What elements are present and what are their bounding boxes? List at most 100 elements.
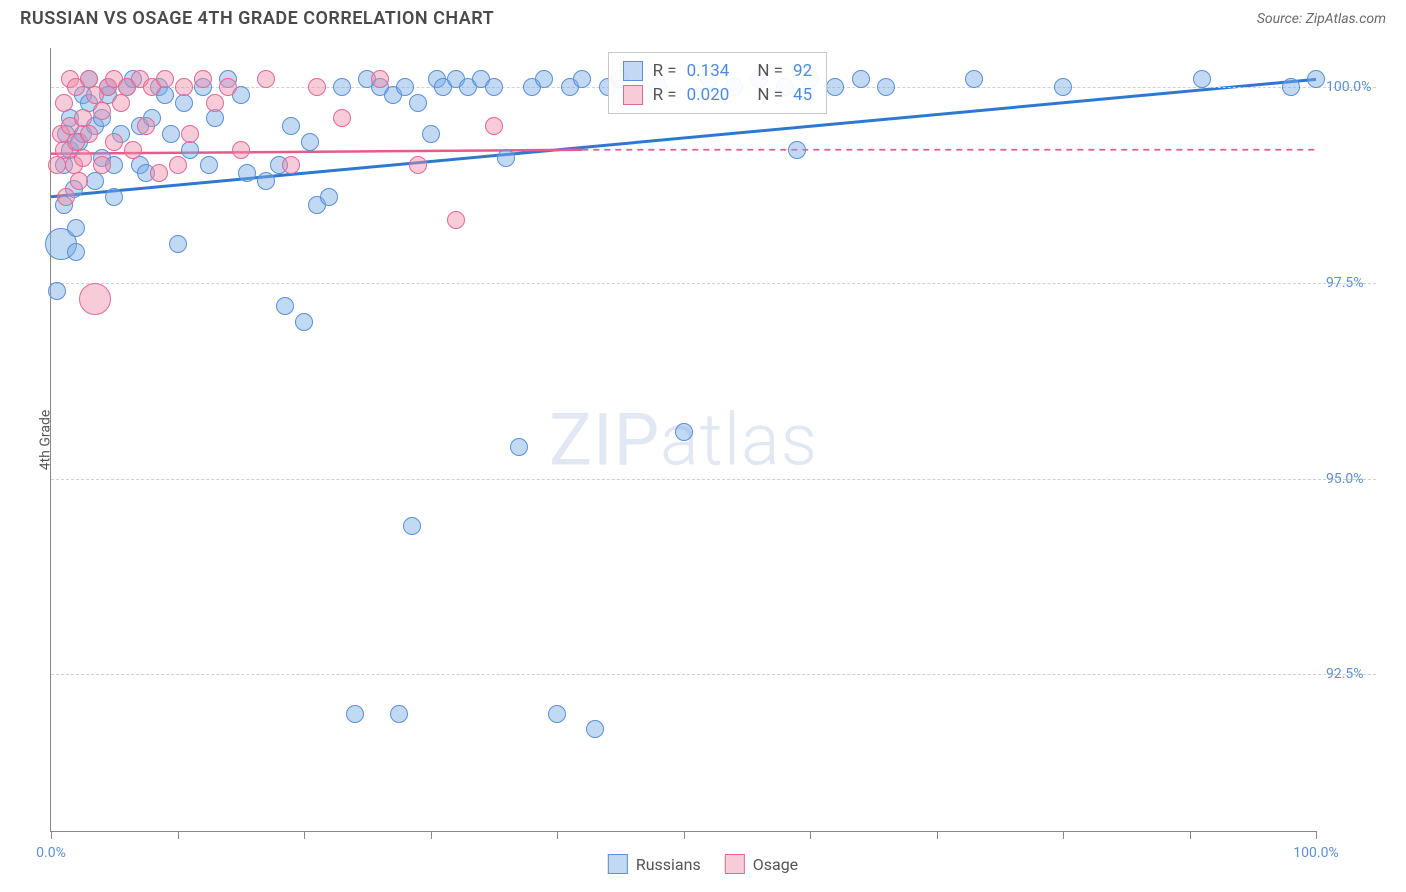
data-point (80, 125, 98, 143)
x-tick-label: 0.0% (36, 845, 66, 861)
data-point (181, 125, 199, 143)
data-point (396, 78, 414, 96)
stats-row-osage: R = 0.020 N = 45 (623, 83, 813, 107)
data-point (1282, 78, 1300, 96)
data-point (282, 156, 300, 174)
data-point (320, 188, 338, 206)
y-tick-label: 100.0% (1326, 79, 1386, 95)
data-point (150, 164, 168, 182)
chart-container: 4th Grade ZIPatlas 92.5%95.0%97.5%100.0%… (50, 48, 1316, 832)
data-point (86, 172, 104, 190)
data-point (48, 156, 66, 174)
data-point (586, 720, 604, 738)
n-label: N = (757, 85, 783, 105)
y-tick-label: 95.0% (1326, 471, 1386, 487)
data-point (346, 705, 364, 723)
data-point (403, 517, 421, 535)
chart-title: RUSSIAN VS OSAGE 4TH GRADE CORRELATION C… (20, 8, 494, 29)
n-value-russians: 92 (793, 61, 812, 81)
data-point (257, 172, 275, 190)
data-point (93, 156, 111, 174)
data-point (409, 94, 427, 112)
data-point (55, 94, 73, 112)
data-point (301, 133, 319, 151)
data-point (282, 117, 300, 135)
data-point (219, 78, 237, 96)
data-point (206, 109, 224, 127)
plot-area: ZIPatlas 92.5%95.0%97.5%100.0%0.0%100.0% (51, 48, 1316, 831)
data-point (675, 423, 693, 441)
data-point (238, 164, 256, 182)
data-point (74, 149, 92, 167)
data-point (105, 133, 123, 151)
legend-item-russians: Russians (608, 854, 701, 874)
data-point (788, 141, 806, 159)
data-point (497, 149, 515, 167)
stats-box: R = 0.134 N = 92 R = 0.020 N = 45 (608, 52, 828, 114)
data-point (422, 125, 440, 143)
data-point (573, 70, 591, 88)
data-point (852, 70, 870, 88)
data-point (308, 78, 326, 96)
x-tick (178, 831, 179, 839)
data-point (206, 94, 224, 112)
grid-line (51, 674, 1376, 675)
x-tick (557, 831, 558, 839)
grid-line (51, 283, 1376, 284)
data-point (162, 125, 180, 143)
data-point (548, 705, 566, 723)
data-point (333, 109, 351, 127)
watermark-zip: ZIP (549, 397, 660, 482)
data-point (169, 235, 187, 253)
data-point (371, 70, 389, 88)
data-point (1054, 78, 1072, 96)
data-point (57, 188, 75, 206)
y-tick-label: 97.5% (1326, 275, 1386, 291)
x-tick-label: 100.0% (1293, 845, 1338, 861)
x-tick (1316, 831, 1317, 839)
chart-header: RUSSIAN VS OSAGE 4TH GRADE CORRELATION C… (0, 0, 1406, 33)
r-label: R = (653, 85, 677, 105)
r-label: R = (653, 61, 677, 81)
data-point (169, 156, 187, 174)
data-point (257, 70, 275, 88)
grid-line (51, 479, 1376, 480)
data-point (409, 156, 427, 174)
x-tick (810, 831, 811, 839)
data-point (200, 156, 218, 174)
data-point (965, 70, 983, 88)
legend-label-russians: Russians (636, 855, 701, 874)
data-point (93, 102, 111, 120)
x-tick (431, 831, 432, 839)
data-point (1193, 70, 1211, 88)
data-point (105, 188, 123, 206)
data-point (877, 78, 895, 96)
y-tick-label: 92.5% (1326, 666, 1386, 682)
data-point (70, 172, 88, 190)
data-point (485, 78, 503, 96)
x-tick (1190, 831, 1191, 839)
x-tick (937, 831, 938, 839)
swatch-osage (623, 85, 643, 105)
data-point (535, 70, 553, 88)
data-point (485, 117, 503, 135)
data-point (175, 94, 193, 112)
data-point (137, 117, 155, 135)
bottom-legend: Russians Osage (608, 854, 798, 874)
n-value-osage: 45 (793, 85, 812, 105)
stats-row-russians: R = 0.134 N = 92 (623, 59, 813, 83)
n-label: N = (757, 61, 783, 81)
data-point (124, 141, 142, 159)
data-point (333, 78, 351, 96)
data-point (181, 141, 199, 159)
x-tick (51, 831, 52, 839)
data-point (156, 70, 174, 88)
data-point (112, 94, 130, 112)
data-point (79, 283, 111, 315)
data-point (67, 219, 85, 237)
r-value-osage: 0.020 (687, 85, 730, 105)
data-point (447, 211, 465, 229)
swatch-russians (623, 61, 643, 81)
data-point (48, 282, 66, 300)
data-point (1307, 70, 1325, 88)
